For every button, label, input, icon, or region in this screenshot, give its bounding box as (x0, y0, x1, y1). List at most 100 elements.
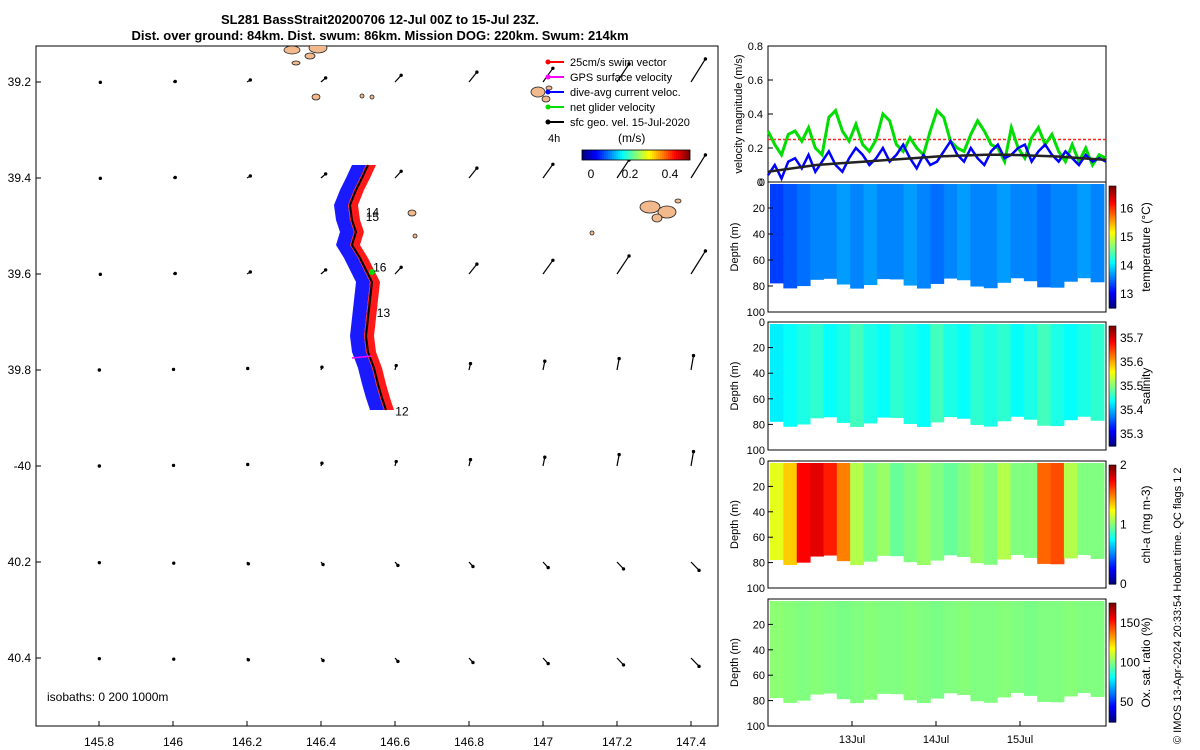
geo-velocity-arrow (616, 358, 620, 371)
chlorophyll-colorbar-tick: 1 (1120, 518, 1127, 532)
geo-velocity-arrow (616, 63, 630, 83)
oxygen-colorbar-cell (1109, 616, 1116, 620)
salinity-ytick-label: 80 (753, 419, 765, 431)
speed-colorbar-cell (654, 150, 657, 160)
salinity-ytick-label: 60 (753, 394, 765, 406)
oxygen-colorbar-cell (1109, 626, 1116, 630)
temperature-profile-column (850, 184, 865, 289)
temperature-colorbar-cell (1109, 249, 1116, 252)
salinity-profile-column (890, 324, 905, 418)
speed-colorbar-cell (592, 150, 595, 160)
island-shape (283, 46, 301, 55)
chlorophyll-colorbar-cell (1109, 566, 1116, 569)
speed-colorbar-cell (606, 150, 609, 160)
oxygen-colorbar-cell (1109, 676, 1116, 679)
oxygen-profile-column (1023, 601, 1038, 696)
chlorophyll-profile-column (1023, 463, 1038, 558)
chart-title-line1: SL281 BassStrait20200706 12-Jul 00Z to 1… (221, 12, 539, 27)
salinity-colorbar-cell (1109, 410, 1116, 413)
temperature-colorbar-cell (1109, 291, 1116, 295)
chlorophyll-colorbar-cell (1109, 542, 1116, 545)
temperature-colorbar-cell (1109, 202, 1116, 205)
salinity-colorbar-cell (1109, 430, 1116, 433)
chlorophyll-colorbar-cell (1109, 506, 1116, 510)
geo-velocity-arrow-head (396, 659, 400, 664)
oxygen-colorbar-cell (1109, 658, 1116, 662)
oxygen-ytick-label: 60 (753, 670, 765, 682)
oxygen-colorbar-cell (1109, 624, 1116, 628)
speed-colorbar-cell (622, 150, 625, 160)
chlorophyll-colorbar-cell (1109, 570, 1116, 573)
chlorophyll-colorbar-cell (1109, 466, 1116, 470)
speed-colorbar-cell (594, 150, 597, 160)
salinity-profile-column (943, 324, 958, 418)
geo-velocity-arrow-head (173, 79, 177, 84)
oxygen-colorbar-cell (1109, 692, 1116, 695)
oxygen-profile-column (1077, 601, 1092, 693)
chlorophyll-colorbar-cell (1109, 522, 1116, 526)
geo-velocity-arrow-head (172, 657, 176, 661)
oxygen-ylabel: Depth (m) (729, 638, 741, 687)
oxygen-colorbar-cell (1109, 610, 1116, 614)
island-shape (674, 198, 682, 204)
oxygen-colorbar-cell (1109, 700, 1116, 703)
salinity-colorbar-cell (1109, 398, 1116, 401)
geo-velocity-arrow-head (98, 176, 103, 181)
geo-velocity-arrow-head (246, 562, 251, 566)
oxygen-colorbar-cell (1109, 608, 1116, 612)
oxygen-colorbar-cell (1109, 612, 1116, 616)
salinity-colorbar-cell (1109, 356, 1116, 359)
speed-colorbar-cell (660, 150, 663, 160)
geo-velocity-arrow-head (697, 568, 701, 573)
chlorophyll-colorbar-cell (1109, 512, 1116, 516)
chlorophyll-profile-column (997, 463, 1011, 560)
chlorophyll-profile-column (1010, 463, 1025, 556)
velocity-ytick-label: 0.6 (748, 75, 763, 87)
chlorophyll-colorbar-cell (1109, 556, 1116, 559)
temperature-profile-column (783, 184, 798, 289)
chlorophyll-profile-column (983, 463, 998, 565)
salinity-colorbar-tick: 35.6 (1120, 355, 1144, 369)
oxygen-colorbar-cell (1109, 720, 1116, 723)
chlorophyll-colorbar-cell (1109, 478, 1116, 482)
geo-velocity-arrow-head (321, 562, 325, 567)
oxygen-colorbar-cell (1109, 644, 1116, 648)
geo-velocity-arrow-head (475, 70, 479, 74)
salinity-ytick-label: 40 (753, 368, 765, 380)
geo-velocity-arrow-head (543, 455, 547, 459)
chlorophyll-colorbar-cell (1109, 548, 1116, 551)
oxygen-profile-column (943, 601, 958, 694)
chlorophyll-profile-column (1050, 463, 1065, 565)
speed-colorbar-cell (682, 150, 685, 160)
chlorophyll-colorbar-cell (1109, 574, 1116, 577)
salinity-colorbar-cell (1109, 406, 1116, 409)
oxygen-colorbar-label: Ox. sat. ratio (%) (1139, 617, 1153, 707)
salinity-colorbar-cell (1109, 432, 1116, 435)
speed-colorbar-cell (582, 150, 585, 160)
chlorophyll-colorbar-cell (1109, 480, 1116, 484)
salinity-colorbar-cell (1109, 348, 1116, 351)
temperature-colorbar-cell (1109, 210, 1116, 214)
geo-velocity-arrow-head (399, 265, 403, 270)
salinity-colorbar-cell (1109, 394, 1116, 397)
oxygen-colorbar-cell (1109, 618, 1116, 622)
temperature-colorbar-cell (1109, 255, 1116, 258)
oxygen-colorbar-cell (1109, 662, 1116, 666)
geo-velocity-arrow-head (173, 175, 177, 180)
oxygen-colorbar-cell (1109, 690, 1116, 693)
geo-velocity-arrow-head (697, 664, 701, 669)
geo-velocity-arrow-head (468, 457, 473, 462)
temperature-colorbar-cell (1109, 295, 1116, 299)
oxygen-colorbar-cell (1109, 664, 1116, 668)
map-ytick-label: 40.4 (8, 651, 32, 665)
island-shape (545, 85, 553, 91)
geo-velocity-arrow-head (173, 271, 177, 276)
temperature-colorbar-cell (1109, 220, 1116, 224)
island-shape (530, 86, 546, 98)
oxygen-profile-column (876, 601, 891, 694)
temperature-colorbar-cell (1109, 283, 1116, 287)
geo-velocity-arrow-head (98, 80, 103, 85)
oxygen-profile-column (983, 601, 998, 703)
temperature-colorbar-cell (1109, 267, 1116, 270)
temperature-colorbar-cell (1109, 275, 1116, 279)
